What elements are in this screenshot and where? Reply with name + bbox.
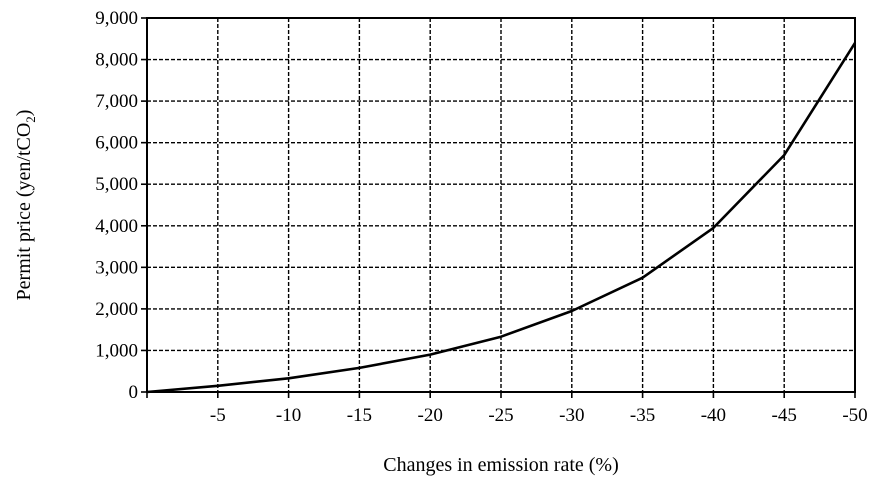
axis-ticks	[141, 17, 856, 398]
x-tick-labels: -5 -10 -15 -20 -25 -30 -35 -40 -45 -50	[210, 405, 868, 426]
x-tick-label: -30	[559, 405, 584, 426]
y-tick-label: 0	[129, 382, 139, 403]
y-tick-label: 2,000	[95, 299, 138, 320]
series-line	[146, 42, 857, 394]
y-axis-title-subscript: 2	[23, 116, 38, 123]
y-tick-label: 5,000	[95, 174, 138, 195]
y-tick-labels: 0 1,000 2,000 3,000 4,000 5,000 6,000 7,000 8,00…	[95, 8, 138, 403]
y-tick-label: 7,000	[95, 91, 138, 112]
y-axis-title-end: )	[13, 110, 35, 117]
y-tick-label: 8,000	[95, 50, 138, 71]
x-tick-label: -25	[488, 405, 513, 426]
x-tick-label: -45	[772, 405, 797, 426]
y-tick-label: 3,000	[95, 257, 138, 278]
y-axis-title: Permit price (yen/tCO2)	[13, 110, 38, 301]
plot-area-frame	[146, 17, 856, 393]
y-tick-label: 4,000	[95, 216, 138, 237]
x-tick-label: -10	[276, 405, 301, 426]
x-tick-label: -15	[347, 405, 372, 426]
x-tick-label: -35	[630, 405, 655, 426]
y-tick-label: 6,000	[95, 133, 138, 154]
x-tick-label: -5	[210, 405, 226, 426]
grid-lines	[147, 18, 855, 392]
x-tick-label: -40	[701, 405, 726, 426]
y-tick-label: 1,000	[95, 340, 138, 361]
x-axis-title: Changes in emission rate (%)	[383, 454, 619, 476]
x-tick-label: -50	[842, 405, 867, 426]
y-tick-label: 9,000	[95, 8, 138, 29]
y-axis-title-main: Permit price (yen/tCO	[13, 123, 35, 301]
x-tick-label: -20	[418, 405, 443, 426]
